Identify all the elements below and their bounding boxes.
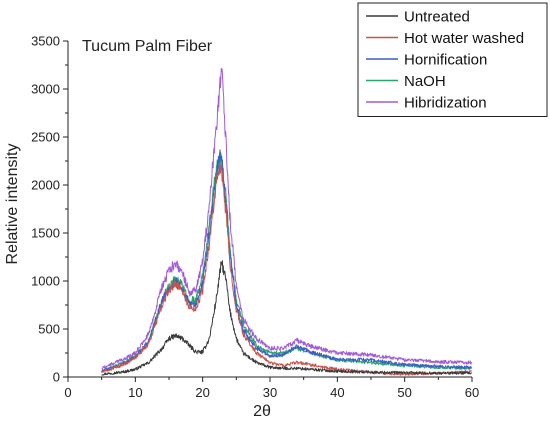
legend-label: Hot water washed (404, 30, 524, 47)
legend-label: Untreated (404, 9, 470, 26)
y-tick-label: 2500 (31, 130, 60, 145)
x-axis-title: 2θ (253, 403, 271, 420)
legend-label: Hibridization (404, 95, 487, 112)
x-tick-label: 50 (397, 385, 411, 400)
y-tick-label: 1000 (31, 274, 60, 289)
x-tick-label: 0 (64, 385, 71, 400)
x-tick-label: 20 (195, 385, 209, 400)
y-tick-label: 0 (53, 370, 60, 385)
y-tick-label: 3000 (31, 82, 60, 97)
y-tick-label: 2000 (31, 178, 60, 193)
chart-title: Tucum Palm Fiber (82, 38, 213, 55)
series-line (101, 67, 473, 370)
legend-label: Hornification (404, 52, 487, 69)
y-tick-label: 500 (38, 322, 60, 337)
y-axis-title: Relative intensity (4, 144, 21, 265)
legend: Untreated Hot water washed Hornification Na… (357, 2, 548, 117)
x-tick-label: 40 (330, 385, 344, 400)
axes-layer: 0 10 20 30 40 50 60 0 500 1000 1500 2000 2500 3000 350… (31, 34, 479, 401)
x-tick-label: 60 (465, 385, 479, 400)
legend-label: NaOH (404, 73, 446, 90)
x-tick-label: 10 (128, 385, 142, 400)
series-layer (101, 67, 473, 376)
series-line (101, 149, 472, 372)
x-tick-label: 30 (263, 385, 277, 400)
y-tick-label: 3500 (31, 34, 60, 49)
series-line (101, 260, 472, 376)
y-tick-label: 1500 (31, 226, 60, 241)
series-line (101, 163, 472, 376)
